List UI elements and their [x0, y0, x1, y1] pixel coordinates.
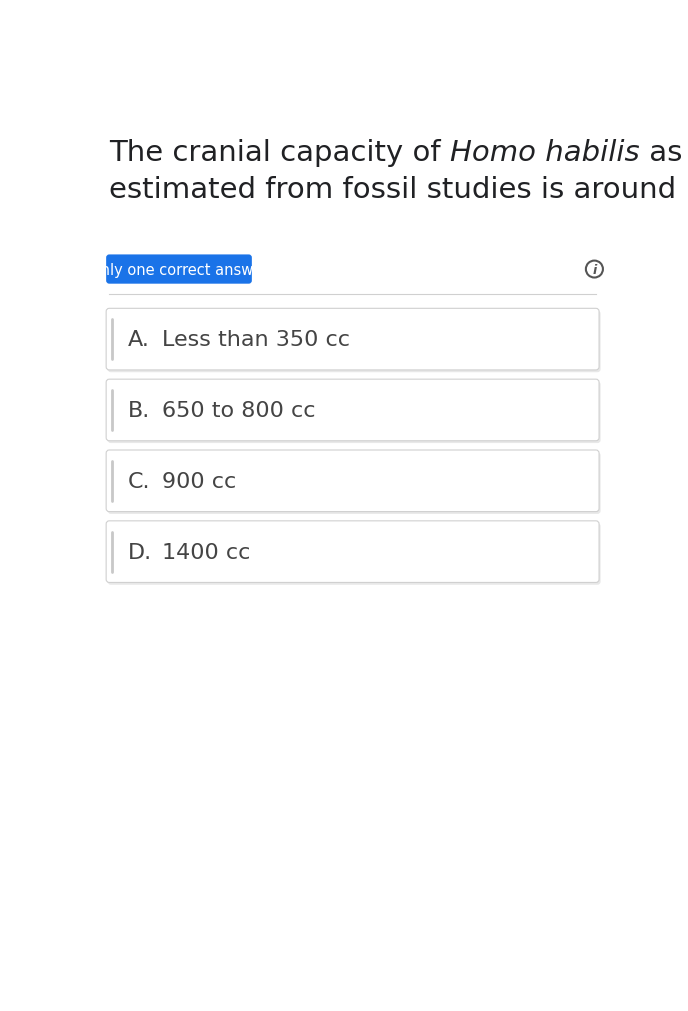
FancyBboxPatch shape [106, 451, 599, 513]
FancyBboxPatch shape [106, 522, 599, 583]
Text: D.: D. [128, 542, 152, 562]
Text: 1400 cc: 1400 cc [162, 542, 250, 562]
Text: i: i [592, 263, 596, 276]
Text: 900 cc: 900 cc [162, 471, 236, 491]
Text: Homo habilis: Homo habilis [450, 140, 640, 167]
Text: estimated from fossil studies is around: estimated from fossil studies is around [109, 176, 676, 204]
Text: B.: B. [128, 400, 150, 421]
FancyBboxPatch shape [106, 380, 599, 442]
FancyBboxPatch shape [108, 524, 601, 585]
Text: as: as [640, 140, 682, 167]
Text: 650 to 800 cc: 650 to 800 cc [162, 400, 316, 421]
Text: Less than 350 cc: Less than 350 cc [162, 330, 350, 350]
FancyBboxPatch shape [106, 255, 252, 284]
Text: The cranial capacity of: The cranial capacity of [109, 140, 450, 167]
Text: C.: C. [128, 471, 151, 491]
Text: A.: A. [128, 330, 150, 350]
FancyBboxPatch shape [108, 311, 601, 373]
Text: Only one correct answer: Only one correct answer [89, 262, 269, 277]
FancyBboxPatch shape [108, 453, 601, 515]
FancyBboxPatch shape [108, 382, 601, 444]
FancyBboxPatch shape [106, 309, 599, 371]
